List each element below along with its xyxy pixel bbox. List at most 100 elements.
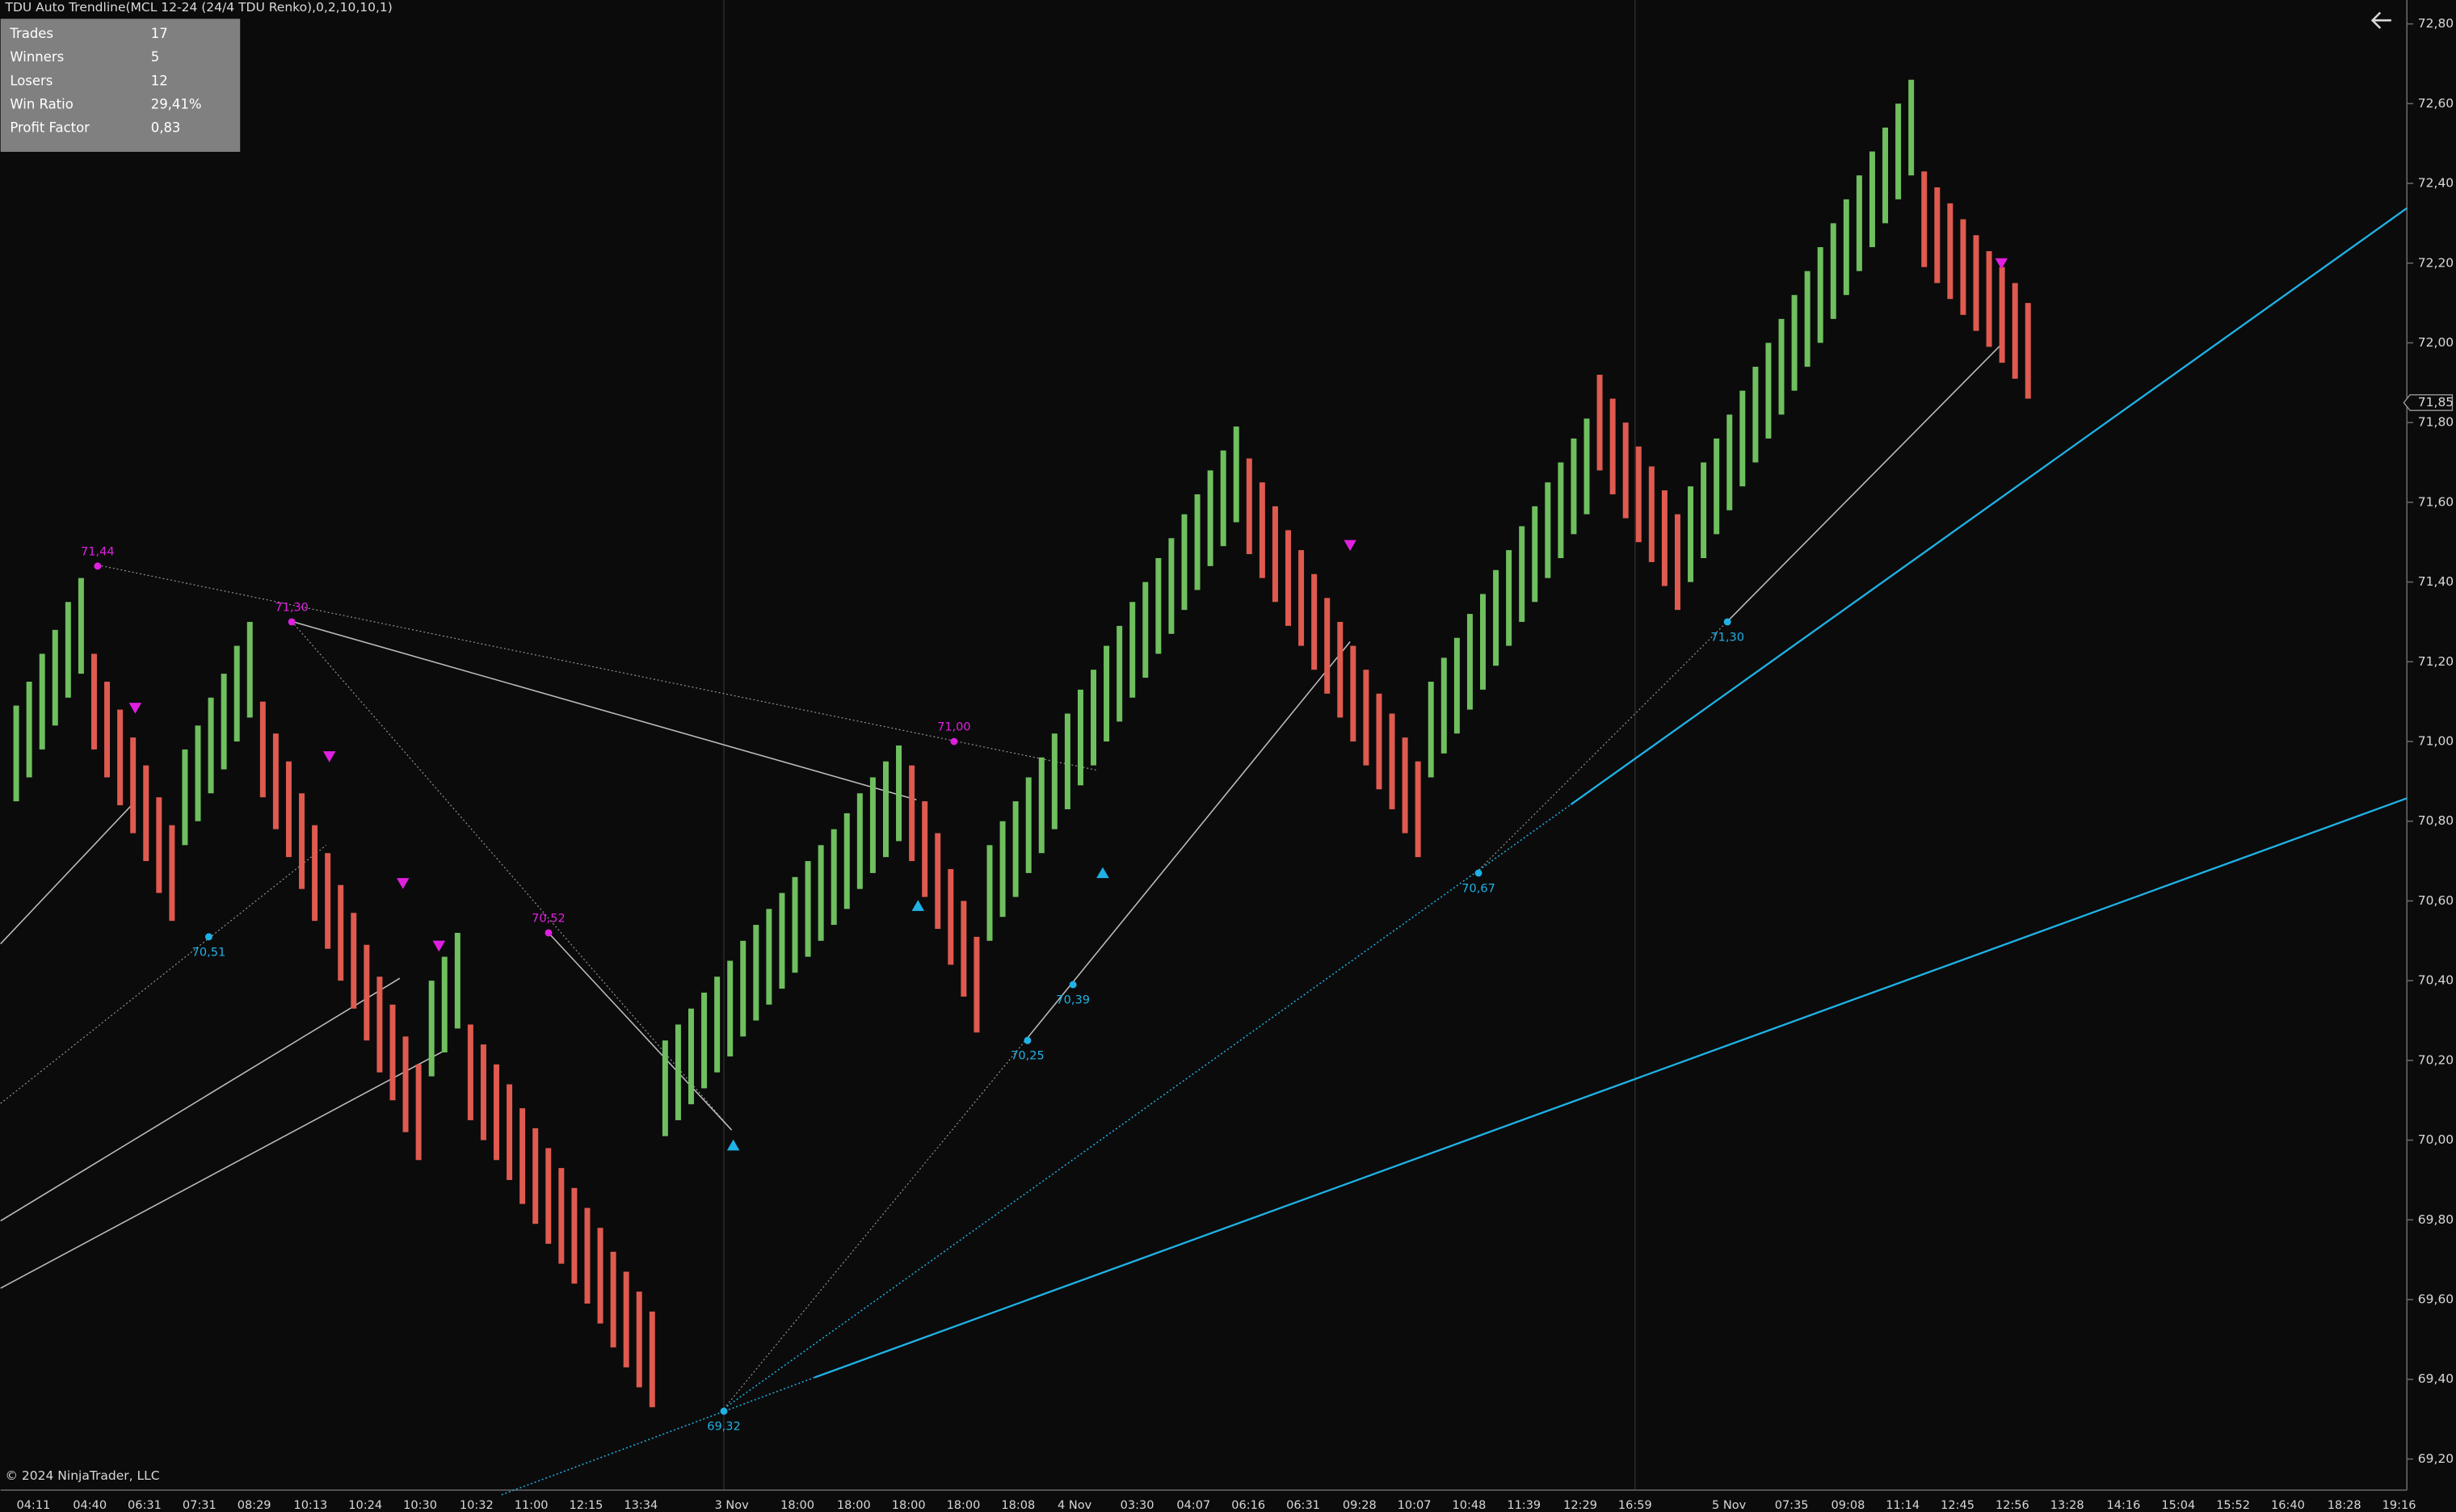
pivot-low-label: 70,25 bbox=[1011, 1050, 1045, 1063]
up-brick bbox=[779, 892, 785, 989]
y-tick-label: 71,40 bbox=[2418, 574, 2454, 589]
up-brick bbox=[1532, 506, 1538, 603]
x-tick-label: 11:39 bbox=[1507, 1499, 1541, 1512]
down-brick bbox=[2025, 303, 2031, 399]
up-brick bbox=[831, 829, 837, 926]
stats-label: Win Ratio bbox=[10, 96, 73, 111]
down-brick bbox=[494, 1064, 499, 1161]
sell-signal bbox=[396, 878, 410, 889]
up-brick bbox=[1168, 538, 1175, 634]
pivot-high-label: 70,52 bbox=[532, 912, 566, 925]
down-brick bbox=[1272, 506, 1278, 603]
up-brick bbox=[221, 674, 227, 770]
down-brick bbox=[1999, 267, 2005, 363]
down-brick bbox=[1350, 645, 1356, 742]
up-brick bbox=[1051, 733, 1058, 830]
y-tick-label: 69,60 bbox=[2418, 1292, 2454, 1307]
up-brick bbox=[39, 653, 45, 750]
trendlines bbox=[0, 207, 2408, 1496]
trendline bbox=[723, 1037, 1028, 1409]
x-tick-label: 5 Nov bbox=[1712, 1499, 1747, 1512]
y-tick-label: 69,40 bbox=[2418, 1371, 2454, 1386]
up-brick bbox=[818, 845, 824, 941]
up-brick bbox=[1493, 569, 1499, 666]
up-brick bbox=[1778, 318, 1785, 415]
y-tick-label: 70,80 bbox=[2418, 813, 2454, 828]
up-brick bbox=[441, 956, 448, 1053]
up-brick bbox=[1804, 271, 1810, 368]
sell-signal bbox=[1995, 258, 2008, 270]
x-tick-label: 11:14 bbox=[1886, 1499, 1920, 1512]
up-brick bbox=[233, 645, 240, 742]
x-tick-label: 15:52 bbox=[2216, 1499, 2250, 1512]
x-tick-label: 07:35 bbox=[1775, 1499, 1809, 1512]
y-tick-label: 70,40 bbox=[2418, 973, 2454, 988]
trendline bbox=[548, 932, 733, 1131]
down-brick bbox=[1596, 374, 1603, 471]
up-brick bbox=[1701, 462, 1707, 558]
support-line bbox=[723, 804, 1571, 1409]
down-brick bbox=[623, 1271, 629, 1367]
down-brick bbox=[130, 737, 137, 834]
down-brick bbox=[961, 901, 967, 997]
up-brick bbox=[1739, 390, 1746, 487]
up-brick bbox=[65, 602, 71, 698]
stats-label: Winners bbox=[10, 49, 64, 65]
x-tick-label: 18:28 bbox=[2328, 1499, 2361, 1512]
down-brick bbox=[948, 868, 954, 965]
up-brick bbox=[1791, 295, 1798, 391]
down-brick bbox=[1622, 422, 1629, 519]
up-brick bbox=[999, 821, 1006, 918]
pivot-low bbox=[720, 1407, 728, 1415]
down-brick bbox=[272, 733, 279, 830]
down-brick bbox=[1674, 514, 1680, 611]
up-brick bbox=[1714, 438, 1720, 535]
down-brick bbox=[922, 801, 928, 897]
x-tick-label: 12:45 bbox=[1941, 1499, 1974, 1512]
x-tick-label: 13:28 bbox=[2050, 1499, 2084, 1512]
trendline bbox=[97, 565, 1097, 771]
stats-value: 29,41% bbox=[151, 96, 202, 111]
x-tick-label: 06:31 bbox=[128, 1499, 162, 1512]
down-brick bbox=[1415, 761, 1421, 858]
up-brick bbox=[1558, 462, 1564, 558]
back-button[interactable] bbox=[2370, 11, 2391, 29]
y-tick-label: 71,80 bbox=[2418, 415, 2454, 430]
last-price-label: 71,85 bbox=[2418, 395, 2454, 410]
down-brick bbox=[2012, 283, 2018, 379]
x-tick-label: 18:00 bbox=[892, 1499, 926, 1512]
down-brick bbox=[1298, 550, 1305, 646]
y-tick-label: 70,60 bbox=[2418, 893, 2454, 908]
up-brick bbox=[662, 1040, 668, 1136]
pivot-low-label: 71,30 bbox=[1710, 631, 1744, 644]
x-tick-label: 03:30 bbox=[1121, 1499, 1154, 1512]
up-brick bbox=[1233, 426, 1239, 523]
up-brick bbox=[1181, 514, 1188, 611]
down-brick bbox=[467, 1024, 473, 1120]
y-tick-label: 72,60 bbox=[2418, 96, 2454, 111]
y-tick-label: 71,20 bbox=[2418, 654, 2454, 669]
x-tick-label: 13:34 bbox=[624, 1499, 658, 1512]
x-tick-label: 19:16 bbox=[2382, 1499, 2416, 1512]
up-brick bbox=[1129, 602, 1136, 698]
y-tick-label: 72,80 bbox=[2418, 16, 2454, 31]
up-brick bbox=[792, 876, 798, 973]
stats-value: 5 bbox=[151, 49, 159, 65]
y-tick-label: 70,20 bbox=[2418, 1052, 2454, 1067]
down-brick bbox=[1960, 219, 1966, 315]
x-tick-label: 04:40 bbox=[73, 1499, 107, 1512]
up-brick bbox=[428, 981, 435, 1077]
buy-signal bbox=[911, 900, 925, 911]
up-brick bbox=[52, 629, 58, 726]
down-brick bbox=[1947, 203, 1953, 300]
x-tick-label: 14:16 bbox=[2107, 1499, 2141, 1512]
up-brick bbox=[26, 681, 32, 778]
trendline bbox=[291, 620, 733, 1131]
pivot-high bbox=[545, 929, 553, 937]
up-brick bbox=[1519, 526, 1525, 622]
up-brick bbox=[1207, 470, 1213, 566]
x-tick-label: 10:48 bbox=[1453, 1499, 1487, 1512]
up-brick bbox=[1908, 79, 1915, 176]
